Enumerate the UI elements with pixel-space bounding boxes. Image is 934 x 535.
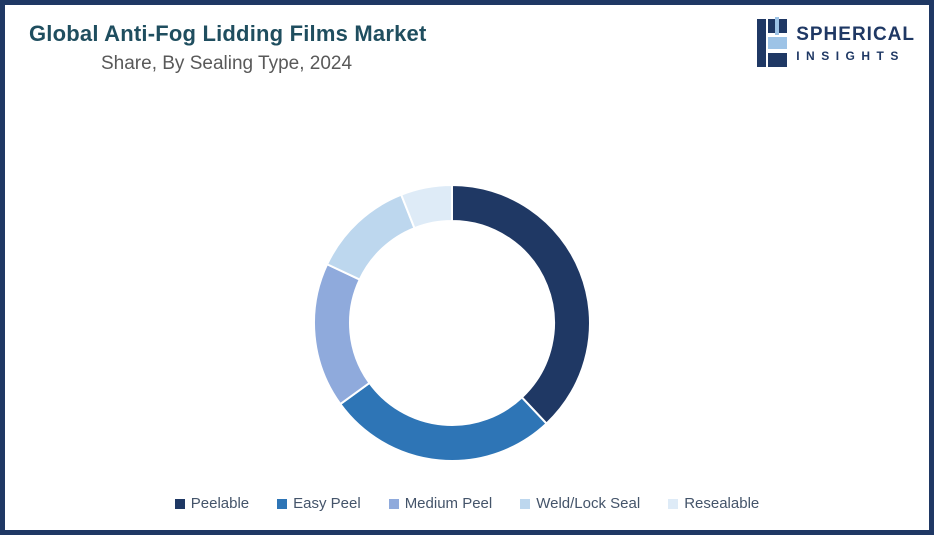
donut-segment-medium-peel — [313, 263, 371, 406]
donut-segment-weld-lock-seal — [326, 193, 416, 281]
logo-brand-sub: INSIGHTS — [796, 48, 905, 63]
logo-text: SPHERICAL INSIGHTS — [796, 24, 915, 63]
legend-label: Medium Peel — [404, 495, 493, 512]
donut-chart — [313, 184, 591, 462]
legend-item-weld-lock-seal: Weld/Lock Seal — [520, 495, 640, 512]
chart-legend: Peelable Easy Peel Medium Peel Weld/Lock Se… — [5, 495, 929, 512]
legend-swatch-icon — [668, 498, 679, 509]
donut-segment-peelable — [451, 184, 591, 425]
legend-label: Resealable — [684, 495, 760, 512]
legend-item-medium-peel: Medium Peel — [388, 495, 493, 512]
legend-swatch-icon — [277, 498, 288, 509]
logo-brand-name: SPHERICAL — [796, 23, 915, 45]
legend-swatch-icon — [388, 498, 399, 509]
brand-logo: SPHERICAL INSIGHTS — [755, 17, 915, 69]
chart-header: Global Anti-Fog Lidding Films Market Sha… — [29, 21, 427, 75]
donut-segment-resealable — [400, 184, 453, 230]
chart-title: Global Anti-Fog Lidding Films Market — [29, 21, 427, 46]
legend-label: Easy Peel — [293, 495, 361, 512]
legend-item-easy-peel: Easy Peel — [277, 495, 361, 512]
legend-swatch-icon — [520, 498, 531, 509]
legend-item-resealable: Resealable — [668, 495, 759, 512]
legend-item-peelable: Peelable — [174, 495, 250, 512]
logo-mark-icon — [757, 17, 788, 67]
donut-segment-easy-peel — [339, 381, 548, 462]
legend-swatch-icon — [174, 498, 185, 509]
legend-label: Peelable — [190, 495, 250, 512]
legend-label: Weld/Lock Seal — [536, 495, 641, 512]
chart-subtitle: Share, By Sealing Type, 2024 — [101, 53, 353, 74]
